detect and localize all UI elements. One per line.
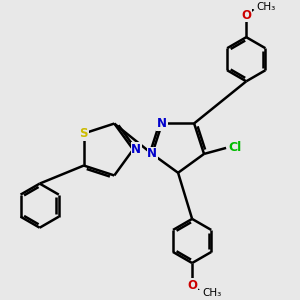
Text: Cl: Cl [228,141,242,154]
Text: O: O [241,9,251,22]
Text: N: N [131,143,141,156]
Text: O: O [187,279,197,292]
Text: CH₃: CH₃ [202,288,221,298]
Text: N: N [157,117,167,130]
Text: CH₃: CH₃ [256,2,275,13]
Text: S: S [80,127,88,140]
Text: N: N [147,147,157,161]
